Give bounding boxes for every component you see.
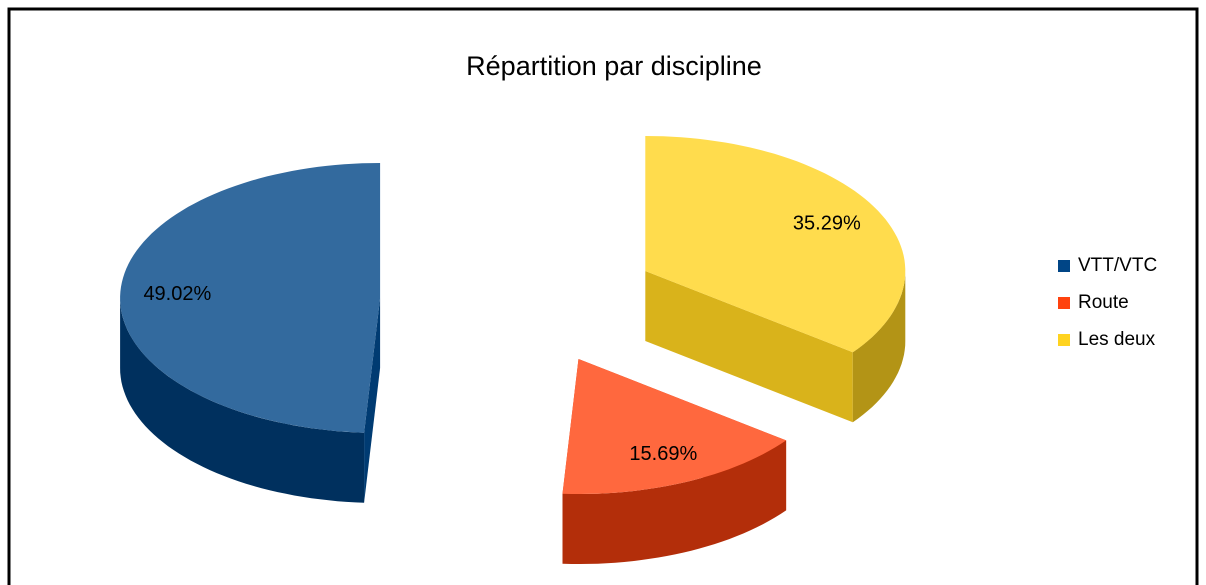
slice <box>120 163 381 433</box>
legend-label: VTT/VTC <box>1078 255 1157 276</box>
slice <box>562 359 787 564</box>
legend-swatch <box>1058 334 1070 346</box>
legend-label: Route <box>1078 292 1129 313</box>
slice-side <box>120 298 365 503</box>
slice <box>562 359 787 494</box>
legend-swatch <box>1058 297 1070 309</box>
slice <box>120 163 381 503</box>
data-label: 15.69% <box>629 443 697 465</box>
slice-side <box>645 271 853 423</box>
slice-side <box>852 271 906 423</box>
slice-side <box>562 440 787 564</box>
legend-swatch <box>1058 260 1070 272</box>
slice-side <box>364 298 381 503</box>
legend-label: Les deux <box>1078 329 1156 350</box>
data-label: 35.29% <box>793 212 861 234</box>
chart-title: Répartition par discipline <box>466 51 762 81</box>
data-label: 49.02% <box>143 283 211 305</box>
slice <box>645 136 906 353</box>
slice <box>645 136 906 423</box>
